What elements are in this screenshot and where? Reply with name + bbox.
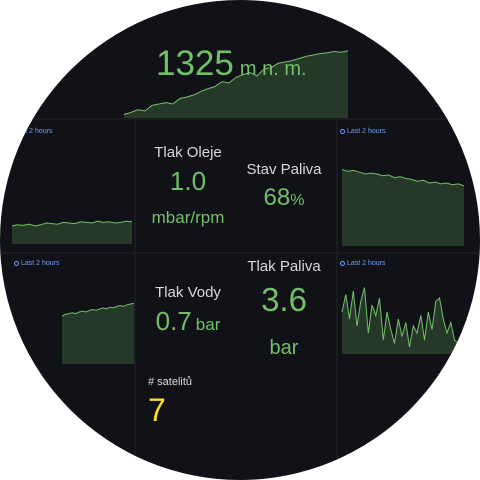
sparkline-area xyxy=(124,50,348,118)
sparkline-line xyxy=(341,287,463,348)
altitude-value: 1325 m n. m. xyxy=(156,44,307,83)
time-range-picker[interactable]: Last 2 hours xyxy=(340,260,386,267)
oil-pressure-chart-panel[interactable]: Last 2 hours xyxy=(0,120,134,252)
fuel-level-unit: % xyxy=(290,192,305,209)
clock-icon xyxy=(14,261,19,266)
sparkline-line xyxy=(341,169,465,187)
fuel-level-value: 68% xyxy=(263,184,305,211)
water-pressure-chart-panel[interactable]: Last 2 hours xyxy=(0,254,135,364)
time-range-picker[interactable]: Last 2 hours xyxy=(14,260,60,267)
divider-right xyxy=(336,120,338,480)
satellites-panel[interactable]: # satelitů 7 xyxy=(136,368,336,480)
sparkline-area xyxy=(62,303,134,364)
sparkline-area xyxy=(342,287,462,354)
sparkline-line xyxy=(123,50,349,115)
divider-left xyxy=(134,120,136,480)
sparkline-area xyxy=(342,169,464,246)
oil-pressure-sparkline xyxy=(11,220,133,244)
fuel-pressure-unit: bar xyxy=(269,337,299,359)
fuel-pressure-title: Tlak Paliva xyxy=(247,258,321,275)
clock-icon xyxy=(340,261,345,266)
time-range-picker[interactable]: Last 2 hours xyxy=(340,128,386,135)
oil-pressure-unit: mbar/rpm xyxy=(151,208,225,227)
satellites-title: # satelitů xyxy=(148,376,193,388)
water-pressure-sparkline xyxy=(61,302,135,364)
satellites-value: 7 xyxy=(148,392,166,428)
sparkline-line xyxy=(61,302,135,317)
fuel-level-chart-panel[interactable]: Last 2 hours xyxy=(338,120,480,252)
oil-pressure-title: Tlak Oleje xyxy=(154,144,222,161)
altitude-unit: m n. m. xyxy=(239,58,307,80)
water-pressure-value: 0.7 bar xyxy=(155,306,221,336)
sparkline-line xyxy=(11,220,133,227)
fuel-level-sparkline xyxy=(341,169,465,246)
divider-middle xyxy=(0,252,480,254)
fuel-pressure-sparkline xyxy=(341,287,463,354)
oil-pressure-value: 1.0 xyxy=(169,166,207,196)
time-range-picker[interactable]: Last 2 hours xyxy=(14,128,53,135)
fuel-pressure-chart-panel[interactable]: Last 2 hours xyxy=(338,254,480,364)
altitude-panel[interactable]: 1325 m n. m. xyxy=(120,0,360,118)
altitude-sparkline xyxy=(123,50,349,118)
sparkline-area xyxy=(12,221,132,244)
divider-top xyxy=(0,118,480,120)
water-pressure-title: Tlak Vody xyxy=(155,284,221,301)
fuel-level-title: Stav Paliva xyxy=(246,161,322,178)
fuel-pressure-value: 3.6 xyxy=(261,281,307,318)
water-pressure-unit: bar xyxy=(195,315,221,334)
clock-icon xyxy=(340,129,345,134)
